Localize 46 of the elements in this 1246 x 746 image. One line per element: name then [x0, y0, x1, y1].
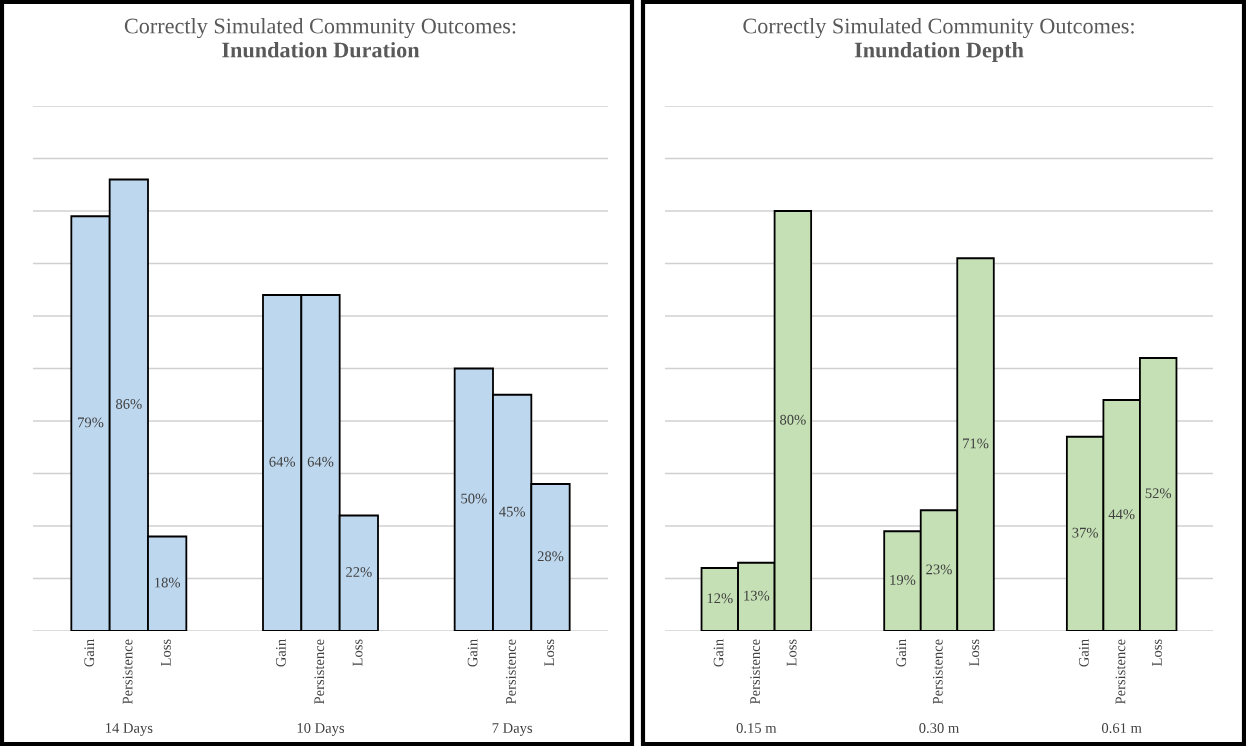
x-tick-label: 0.15 m — [736, 723, 777, 733]
data-label: 79% — [78, 417, 104, 428]
text: Gain — [84, 639, 95, 667]
data-label: 71% — [963, 438, 989, 449]
text: Persistence — [122, 639, 133, 705]
data-label: 44% — [1108, 509, 1135, 520]
data-label: 86% — [116, 399, 142, 409]
data-label: 50% — [461, 493, 487, 504]
text: Persistence — [314, 639, 325, 705]
text: Gain — [467, 639, 478, 667]
x-tick-label: 7 Days — [492, 723, 533, 736]
text: Gain — [276, 639, 286, 667]
text: Gain — [1078, 639, 1089, 667]
data-label: 64% — [307, 456, 334, 467]
chart-subtitle: Inundation Depth — [854, 41, 1024, 63]
x-tick-label: 14 Days — [106, 723, 153, 736]
text: Loss — [161, 639, 171, 667]
x-tick-label: 0.61 m — [1101, 723, 1142, 733]
text: Gain — [896, 639, 907, 667]
text: Gain — [713, 639, 724, 667]
chart-title: Correctly Simulated Community Outcomes: — [124, 17, 516, 39]
text: Persistence — [932, 639, 943, 705]
data-label: 28% — [537, 551, 564, 562]
data-label: 45% — [499, 506, 526, 517]
text: Loss — [786, 639, 797, 667]
text: Persistence — [1115, 639, 1126, 705]
data-label: 22% — [346, 567, 372, 577]
data-label: 64% — [269, 456, 296, 467]
text: Persistence — [506, 639, 516, 705]
text: Loss — [544, 639, 555, 667]
data-label: 23% — [926, 564, 952, 575]
text: Loss — [969, 639, 980, 667]
data-label: 19% — [890, 574, 916, 585]
data-label: 18% — [155, 577, 181, 588]
data-label: 13% — [744, 590, 770, 601]
data-label: 37% — [1072, 527, 1098, 538]
text: Loss — [352, 639, 363, 667]
data-label: 52% — [1145, 488, 1172, 499]
chart-title: Correctly Simulated Community Outcomes: — [743, 17, 1134, 39]
data-label: 80% — [780, 414, 806, 425]
text: Persistence — [750, 639, 760, 705]
text: Loss — [1152, 639, 1162, 667]
x-tick-label: 0.30 m — [919, 723, 960, 733]
chart-subtitle: Inundation Duration — [222, 41, 420, 58]
x-tick-label: 10 Days — [297, 723, 345, 736]
data-label: 12% — [707, 593, 733, 604]
